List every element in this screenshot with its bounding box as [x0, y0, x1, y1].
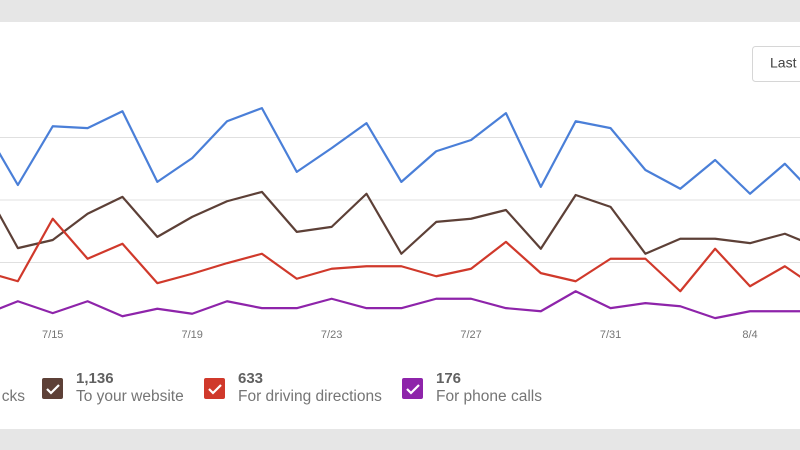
x-tick-label: 7/27	[460, 329, 481, 341]
x-tick-label: 8/4	[742, 329, 757, 341]
legend-label: For driving directions	[238, 388, 382, 405]
legend-checkbox[interactable]	[402, 378, 423, 399]
series-line	[0, 190, 800, 255]
x-tick-label: 7/19	[181, 329, 202, 341]
x-tick-label: 7/31	[600, 329, 621, 341]
legend-checkbox[interactable]	[204, 378, 225, 399]
legend-label: For phone calls	[436, 388, 542, 405]
checkmark	[406, 384, 420, 395]
checkmark	[208, 384, 222, 395]
legend-checkbox[interactable]	[42, 378, 63, 399]
legend-label: To your website	[76, 388, 184, 405]
x-tick-label: 7/23	[321, 329, 342, 341]
legend-total: 1,136	[76, 370, 114, 387]
range-button[interactable]	[752, 46, 800, 82]
card-background	[0, 22, 800, 429]
range-button-label[interactable]: Last	[770, 55, 797, 71]
legend-total: 633	[238, 370, 263, 387]
series-line	[0, 290, 800, 320]
series-line	[0, 107, 800, 195]
legend-label: cks	[2, 388, 26, 405]
checkmark	[46, 384, 60, 395]
series-line	[0, 217, 800, 293]
x-tick-label: 7/15	[42, 329, 63, 341]
legend-total: 176	[436, 370, 461, 387]
